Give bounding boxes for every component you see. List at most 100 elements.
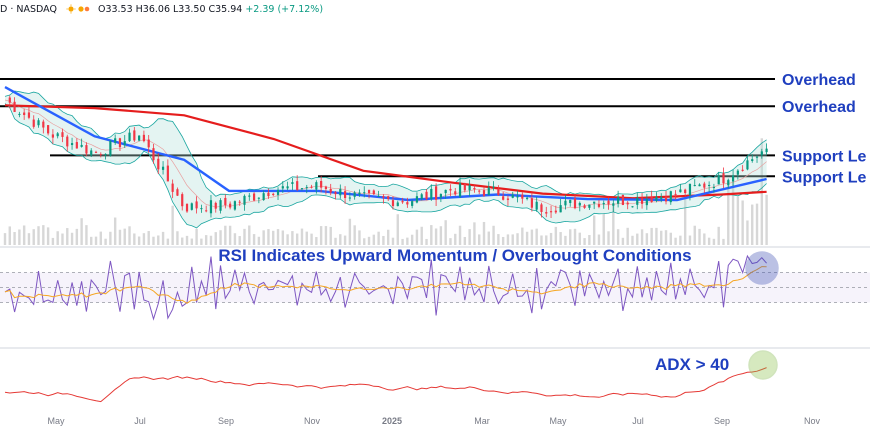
volume-bar [727,179,730,245]
volume-bar [731,181,735,245]
candle-body [578,202,581,206]
candle-body [128,132,131,142]
volume-bar [640,229,644,245]
volume-bar [27,233,31,245]
candle-body [391,200,395,207]
volume-bar [358,230,361,245]
candle-body [602,202,605,205]
volume-bar [664,230,668,245]
candle-body [463,184,466,191]
candle-body [257,197,260,199]
volume-bar [478,234,481,245]
volume-bar [607,231,610,245]
volume-bar [85,225,88,245]
volume-bar [751,204,754,245]
volume-bar [46,227,50,245]
volume-bar [195,228,198,245]
candle-body [545,212,548,214]
candle-body [535,201,538,210]
volume-bar [755,203,759,245]
candle-body [530,198,533,208]
candle-body [70,143,74,146]
volume-bar [99,231,102,245]
candle-body [157,158,160,170]
candle-body [674,193,677,195]
volume-bar [70,232,74,245]
volume-bar [329,226,332,245]
volume-bar [267,229,270,245]
volume-bar [363,238,366,245]
candle-body [650,196,653,203]
candle-body [214,202,217,209]
candle-body [698,184,701,187]
volume-bar [703,233,706,245]
volume-bar [545,235,548,245]
candle-body [765,148,768,153]
candle-body [13,101,16,112]
candle-body [296,181,299,190]
volume-bar [190,238,194,245]
candle-body [746,160,749,170]
adx-line [4,367,767,403]
candle-body [310,186,313,188]
volume-bar [109,231,112,245]
candle-body [751,159,754,162]
candle-body [195,201,198,209]
volume-bar [382,235,385,245]
volume-bar [679,235,682,245]
volume-bar [554,226,558,245]
volume-bar [252,234,256,245]
x-tick-label: 2025 [382,416,402,426]
x-tick-label: Nov [804,416,821,426]
volume-bar [181,237,184,245]
volume-bar [396,214,399,245]
volume-bar [200,238,203,245]
candle-body [760,151,763,156]
volume-bar [506,234,510,245]
candle-body [147,139,150,148]
candle-body [233,201,237,210]
volume-bar [209,235,213,245]
candle-body [688,183,692,196]
candle-body [42,121,45,128]
candle-body [161,166,165,170]
volume-bar [511,234,514,245]
volume-bar [118,229,122,245]
volume-bar [468,229,471,245]
candle-body [669,191,672,203]
level-label: Support Le [782,169,867,186]
volume-bar [516,233,519,245]
volume-bar [8,226,11,245]
candle-body [439,194,442,198]
volume-bar [348,218,352,245]
candle-body [37,120,40,126]
volume-bar [722,238,725,245]
candle-body [291,182,294,184]
volume-bar [540,235,543,245]
x-tick-label: Sep [218,416,234,426]
level-label: Support Le [782,148,867,165]
candle-body [521,194,524,199]
candle-body [109,140,112,156]
candle-body [434,186,438,200]
candle-body [640,198,644,204]
volume-bar [492,225,495,245]
candle-body [8,97,11,103]
candle-body [138,135,141,141]
candle-body [219,200,222,211]
candle-body [267,192,270,197]
volume-bar [339,234,342,245]
candle-body [66,136,69,147]
candle-body [693,185,696,187]
volume-bar [415,229,419,245]
low-value: L33.50 [173,3,206,15]
candle-body [348,197,351,199]
volume-bar [295,233,299,245]
volume-bar [75,228,79,245]
candle-body [27,112,31,118]
volume-bar [13,232,16,245]
level-label: Overhead [782,99,856,116]
candle-body [430,188,433,200]
volume-bar [530,229,534,245]
